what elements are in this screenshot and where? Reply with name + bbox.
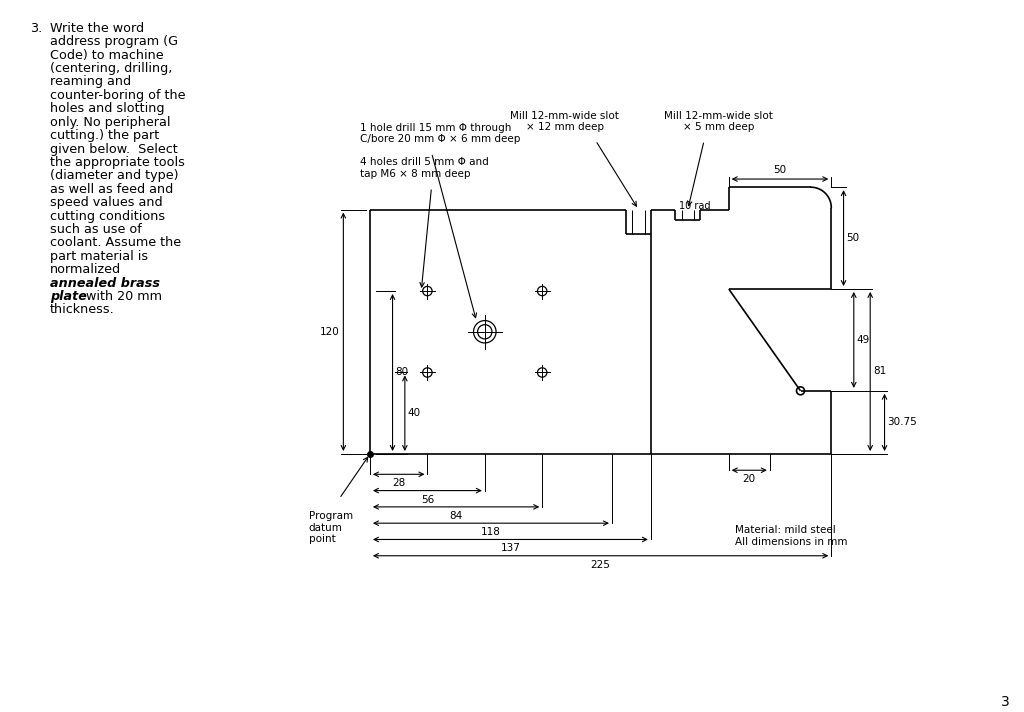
Text: Code) to machine: Code) to machine bbox=[50, 48, 164, 62]
Text: annealed brass: annealed brass bbox=[50, 277, 160, 290]
Text: holes and slotting: holes and slotting bbox=[50, 103, 165, 115]
Text: 50: 50 bbox=[847, 233, 860, 243]
Text: the appropriate tools: the appropriate tools bbox=[50, 156, 185, 169]
Text: reaming and: reaming and bbox=[50, 75, 131, 88]
Text: 40: 40 bbox=[408, 408, 421, 418]
Text: 120: 120 bbox=[319, 327, 339, 337]
Text: 28: 28 bbox=[392, 478, 406, 488]
Text: 3.: 3. bbox=[30, 22, 42, 35]
Text: Mill 12-mm-wide slot
× 12 mm deep: Mill 12-mm-wide slot × 12 mm deep bbox=[510, 110, 620, 132]
Text: part material is: part material is bbox=[50, 250, 148, 263]
Text: address program (G: address program (G bbox=[50, 36, 178, 48]
Text: thickness.: thickness. bbox=[50, 303, 115, 316]
Text: 4 holes drill 5 mm Φ and
tap M6 × 8 mm deep: 4 holes drill 5 mm Φ and tap M6 × 8 mm d… bbox=[359, 157, 488, 179]
Text: such as use of: such as use of bbox=[50, 223, 141, 236]
Text: speed values and: speed values and bbox=[50, 197, 163, 209]
Text: Material: mild steel
All dimensions in mm: Material: mild steel All dimensions in m… bbox=[735, 525, 848, 547]
Text: 118: 118 bbox=[481, 527, 501, 537]
Text: 1 hole drill 15 mm Φ through
C/bore 20 mm Φ × 6 mm deep: 1 hole drill 15 mm Φ through C/bore 20 m… bbox=[359, 123, 520, 145]
Text: normalized: normalized bbox=[50, 263, 121, 276]
Text: 81: 81 bbox=[873, 367, 887, 377]
Text: 49: 49 bbox=[857, 335, 870, 345]
Text: 137: 137 bbox=[501, 543, 520, 553]
Text: with 20 mm: with 20 mm bbox=[82, 290, 162, 303]
Text: 3: 3 bbox=[1001, 696, 1010, 709]
Text: plate: plate bbox=[50, 290, 87, 303]
Text: as well as feed and: as well as feed and bbox=[50, 183, 173, 196]
Text: cutting conditions: cutting conditions bbox=[50, 209, 165, 223]
Text: Write the word: Write the word bbox=[50, 22, 144, 35]
Text: 56: 56 bbox=[421, 495, 434, 505]
Text: given below.  Select: given below. Select bbox=[50, 142, 178, 155]
Text: 30.75: 30.75 bbox=[888, 417, 918, 427]
Text: coolant. Assume the: coolant. Assume the bbox=[50, 236, 181, 249]
Text: 84: 84 bbox=[450, 511, 463, 521]
Text: 50: 50 bbox=[773, 165, 786, 175]
Text: (centering, drilling,: (centering, drilling, bbox=[50, 62, 172, 75]
Text: Mill 12-mm-wide slot
× 5 mm deep: Mill 12-mm-wide slot × 5 mm deep bbox=[664, 110, 773, 132]
Text: 225: 225 bbox=[591, 560, 610, 570]
Text: (diameter and type): (diameter and type) bbox=[50, 169, 178, 182]
Text: cutting.) the part: cutting.) the part bbox=[50, 129, 160, 142]
Text: Program
datum
point: Program datum point bbox=[308, 511, 352, 544]
Text: 10 rad: 10 rad bbox=[679, 201, 711, 211]
Text: counter-boring of the: counter-boring of the bbox=[50, 89, 185, 102]
Text: only. No peripheral: only. No peripheral bbox=[50, 116, 171, 129]
Text: 20: 20 bbox=[742, 474, 756, 484]
Text: 80: 80 bbox=[395, 367, 409, 377]
